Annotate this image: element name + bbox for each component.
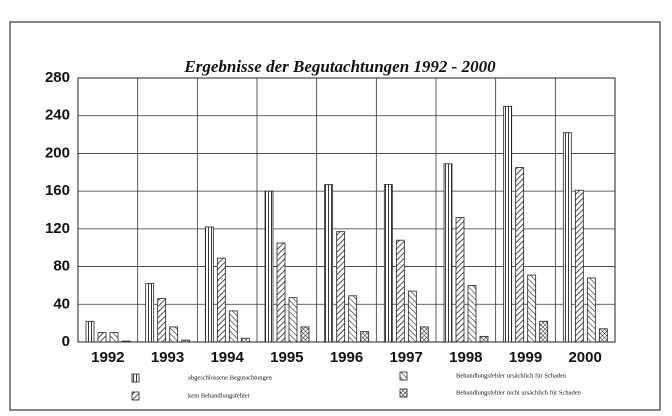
bar [383, 184, 393, 343]
bar [479, 335, 489, 343]
x-tick-label: 1994 [210, 349, 244, 366]
x-tick-label: 2000 [568, 349, 601, 366]
bar [586, 277, 596, 343]
x-tick-label: 1992 [91, 349, 124, 366]
bar [276, 242, 286, 343]
y-tick-label: 240 [45, 107, 70, 124]
bar [598, 328, 608, 343]
bar [85, 320, 95, 343]
x-tick-label: 1999 [509, 349, 542, 366]
x-tick-label: 1993 [151, 349, 184, 366]
bar [574, 189, 584, 343]
bar [204, 226, 214, 343]
x-tick-label: 1998 [449, 349, 482, 366]
bar [240, 337, 250, 343]
bar [348, 295, 358, 343]
chart-title: Ergebnisse der Begutachtungen 1992 - 200… [183, 57, 496, 76]
bar [336, 231, 346, 343]
x-tick-label: 1995 [270, 349, 303, 366]
y-tick-label: 40 [53, 295, 70, 312]
y-tick-label: 120 [45, 220, 70, 237]
bar [169, 326, 179, 343]
bar [455, 217, 465, 343]
bar [324, 184, 334, 343]
bar [157, 298, 167, 343]
bar [216, 257, 226, 343]
y-tick-label: 80 [53, 258, 70, 275]
frame [9, 21, 661, 411]
bar [562, 132, 572, 343]
plot-border [77, 77, 616, 343]
legend-swatch [131, 373, 140, 383]
legend-label: kein Behandlungsfehler [188, 392, 251, 399]
y-tick-label: 160 [45, 182, 70, 199]
bar [288, 297, 298, 343]
x-tick-label: 1996 [330, 349, 363, 366]
bar [443, 163, 453, 343]
bar [97, 332, 107, 343]
bar [539, 320, 549, 343]
bar [300, 326, 310, 343]
bar [109, 332, 119, 343]
y-tick-label: 200 [45, 144, 70, 161]
bar [145, 283, 155, 343]
y-tick-label: 0 [62, 333, 70, 350]
legend-label: Behandlungsfehler nicht ursächlich für S… [456, 389, 582, 396]
bar [467, 285, 477, 343]
bar [181, 339, 191, 343]
bar [264, 190, 274, 343]
y-tick-label: 280 [45, 69, 70, 86]
bar [228, 310, 238, 343]
bar [407, 290, 417, 343]
bar [121, 340, 131, 343]
bar [503, 105, 513, 343]
bar [527, 274, 537, 343]
x-tick-label: 1997 [389, 349, 422, 366]
bar [419, 326, 429, 343]
bar [360, 331, 370, 343]
legend-label: abgeschlossene Begutachtungen [188, 374, 273, 381]
legend-label: Behandlungsfehler ursächlich für Schaden [456, 372, 567, 379]
legend-swatch [399, 371, 408, 381]
bar [515, 167, 525, 343]
legend-swatch [131, 391, 140, 401]
bar [395, 239, 405, 343]
legend-swatch [399, 388, 408, 398]
